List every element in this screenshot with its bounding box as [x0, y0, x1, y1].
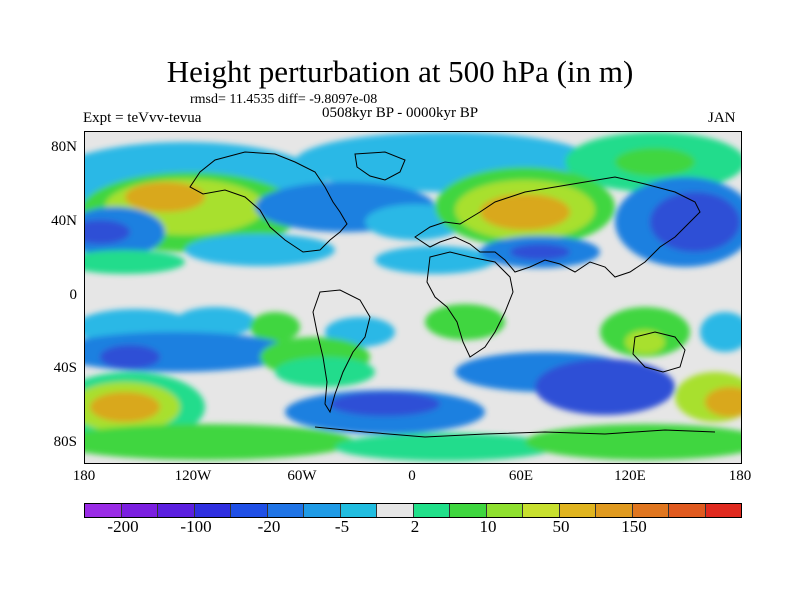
colorbar-swatch: [669, 504, 706, 517]
x-tick-0: 0: [408, 468, 416, 484]
colorbar-label-neg20: -20: [257, 517, 281, 536]
y-tick-80s: 80S: [53, 434, 77, 450]
experiment-label: Expt = teVvv-tevua: [83, 110, 202, 126]
x-tick-60e: 60E: [508, 468, 534, 484]
colorbar-swatch: [231, 504, 268, 517]
colorbar-swatch: [85, 504, 122, 517]
x-tick-120e: 120E: [614, 468, 646, 484]
x-tick-120w: 120W: [174, 468, 212, 484]
colorbar-swatch: [194, 504, 231, 517]
colorbar-swatch: [632, 504, 669, 517]
x-tick-60w: 60W: [287, 468, 317, 484]
colorbar-swatch: [267, 504, 304, 517]
colorbar-label-neg200: -200: [107, 517, 139, 536]
colorbar-label-150: 150: [621, 517, 647, 536]
colorbar-swatch: [304, 504, 341, 517]
colorbar: [84, 503, 742, 518]
month-label: JAN: [708, 110, 736, 126]
period-label: 0508kyr BP - 0000kyr BP: [322, 105, 479, 121]
contour-map: [84, 131, 742, 464]
stats-text: rmsd= 11.4535 diff= -9.8097e-08: [190, 92, 378, 107]
colorbar-swatch: [158, 504, 195, 517]
x-tick-180w: 180: [72, 468, 96, 484]
y-tick-40s: 40S: [53, 360, 77, 376]
colorbar-swatch: [121, 504, 158, 517]
colorbar-label-neg100: -100: [180, 517, 212, 536]
y-tick-80n: 80N: [51, 139, 77, 155]
map-title: Height perturbation at 500 hPa (in m): [166, 54, 634, 89]
colorbar-label-10: 10: [479, 517, 497, 536]
colorbar-swatch: [340, 504, 377, 517]
colorbar-swatch: [486, 504, 523, 517]
colorbar-swatch: [596, 504, 633, 517]
y-tick-40n: 40N: [51, 213, 77, 229]
map-canvas: [85, 132, 741, 461]
colorbar-swatch: [413, 504, 450, 517]
colorbar-swatch: [705, 504, 741, 517]
colorbar-swatch: [377, 504, 414, 517]
colorbar-label-neg5: -5: [334, 517, 350, 536]
colorbar-swatch: [523, 504, 560, 517]
colorbar-swatch: [450, 504, 487, 517]
colorbar-label-50: 50: [552, 517, 570, 536]
contour-fill: [85, 132, 741, 461]
y-tick-0: 0: [69, 287, 78, 303]
colorbar-swatch: [559, 504, 596, 517]
x-tick-180e: 180: [728, 468, 752, 484]
colorbar-label-2: 2: [410, 517, 420, 536]
coastlines: [189, 151, 716, 438]
